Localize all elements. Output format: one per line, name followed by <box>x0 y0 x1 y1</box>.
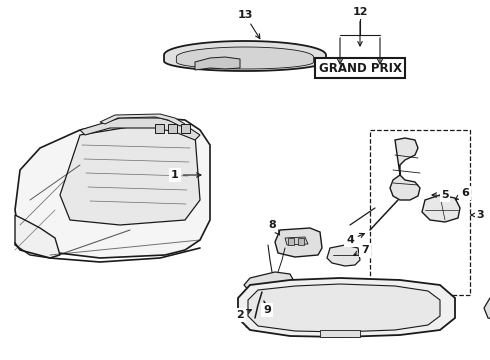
Polygon shape <box>155 124 164 133</box>
Polygon shape <box>275 228 322 257</box>
Text: 6: 6 <box>455 188 469 200</box>
Polygon shape <box>484 295 490 322</box>
Polygon shape <box>288 238 294 245</box>
Polygon shape <box>181 124 190 133</box>
Polygon shape <box>244 272 295 296</box>
Polygon shape <box>100 114 185 126</box>
Polygon shape <box>422 195 460 222</box>
Polygon shape <box>285 237 308 245</box>
Polygon shape <box>327 245 360 266</box>
Text: 13: 13 <box>237 10 260 39</box>
Text: 5: 5 <box>432 190 449 200</box>
Text: 4: 4 <box>346 233 365 245</box>
Polygon shape <box>176 47 314 69</box>
Text: 2: 2 <box>236 310 251 320</box>
Polygon shape <box>390 138 420 200</box>
Polygon shape <box>248 284 440 332</box>
Polygon shape <box>80 118 200 140</box>
Polygon shape <box>320 330 360 337</box>
Polygon shape <box>168 124 177 133</box>
Text: GRAND PRIX: GRAND PRIX <box>318 62 401 75</box>
Polygon shape <box>60 122 200 225</box>
Text: 8: 8 <box>268 220 280 235</box>
Polygon shape <box>15 215 60 258</box>
Polygon shape <box>15 118 210 258</box>
Text: 1: 1 <box>171 170 201 180</box>
Text: 3: 3 <box>471 210 484 220</box>
Text: 9: 9 <box>263 301 271 315</box>
Text: 7: 7 <box>354 245 369 256</box>
Text: 10: 10 <box>0 359 1 360</box>
Polygon shape <box>195 57 240 70</box>
Polygon shape <box>246 318 268 327</box>
Polygon shape <box>298 238 304 245</box>
Text: 12: 12 <box>352 7 368 46</box>
Polygon shape <box>238 278 455 337</box>
Polygon shape <box>164 41 326 71</box>
Text: 11: 11 <box>0 359 1 360</box>
